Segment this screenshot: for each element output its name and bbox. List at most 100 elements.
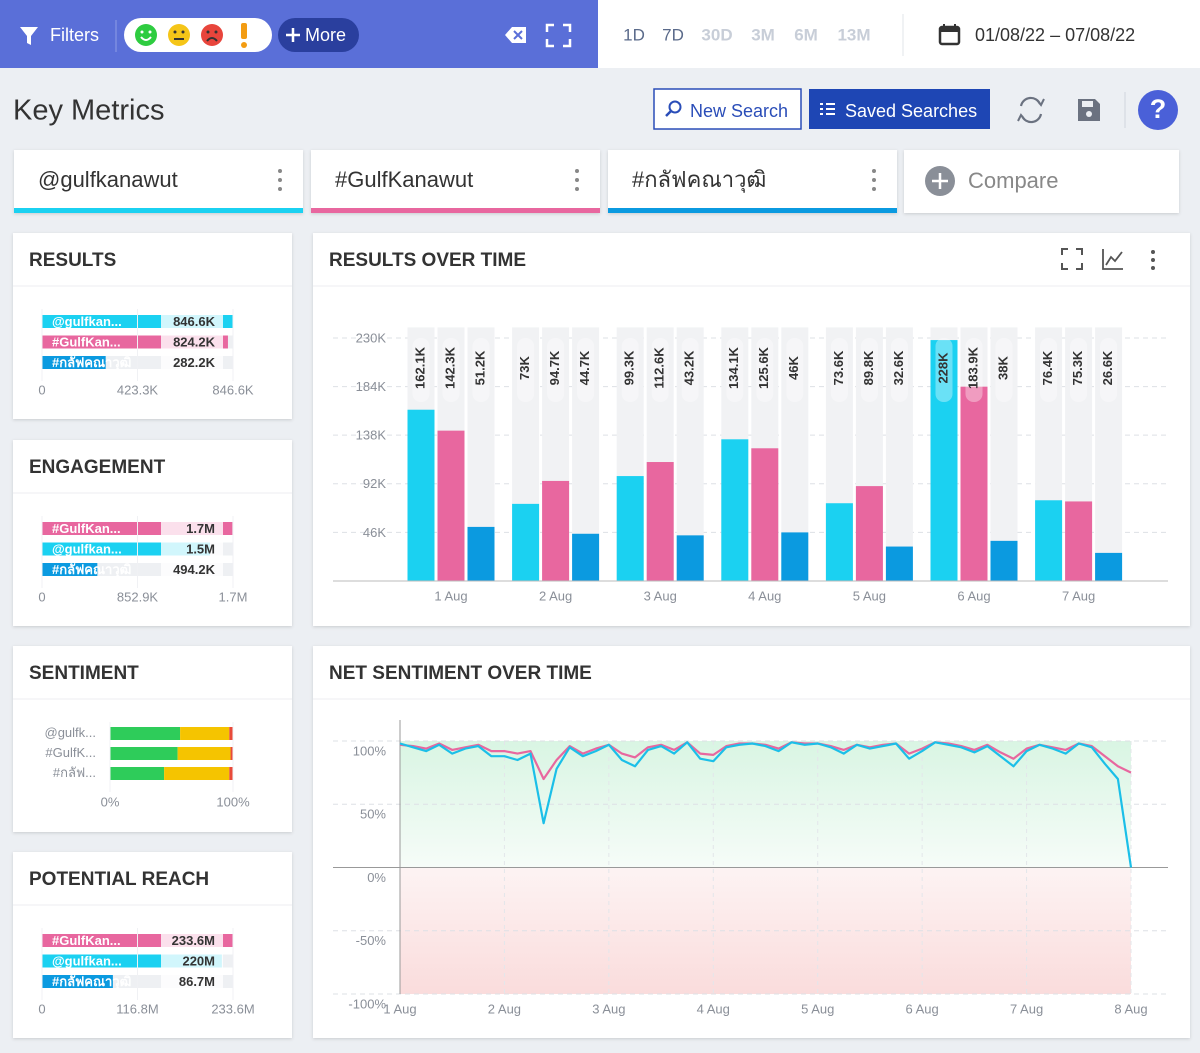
bar	[646, 462, 674, 581]
y-tick-label: -50%	[356, 933, 387, 948]
label-pill	[890, 338, 908, 402]
menu-dot[interactable]	[1151, 258, 1155, 262]
bar-category: #กลัฟคณาวุฒิ	[52, 562, 131, 578]
bar-value: 282.2K	[173, 355, 216, 370]
sentiment-filter[interactable]	[124, 18, 272, 52]
help-label: ?	[1150, 94, 1167, 124]
y-tick-label: 100%	[353, 743, 387, 758]
bar	[572, 533, 600, 581]
range-option[interactable]: 1D	[623, 25, 645, 44]
x-tick-label: 0	[38, 589, 45, 604]
x-tick-label: 0	[38, 382, 45, 397]
y-tick-label: 46K	[363, 525, 386, 540]
panel-title: RESULTS	[29, 250, 116, 271]
search-tab[interactable]: @gulfkanawut	[14, 150, 303, 213]
bar-value: 76.4K	[1040, 350, 1055, 385]
neutral-icon	[168, 24, 190, 46]
range-option[interactable]: 30D	[701, 25, 732, 44]
bar	[960, 386, 988, 581]
x-tick-label: 2 Aug	[488, 1001, 521, 1016]
bar-value: 38K	[995, 355, 1010, 379]
panel-title: SENTIMENT	[29, 663, 139, 684]
saved-searches-button[interactable]: Saved Searches	[809, 89, 990, 129]
bar	[990, 540, 1018, 581]
label-pill	[995, 338, 1013, 402]
x-tick-label: 0	[38, 1001, 45, 1016]
kebab-dot	[278, 178, 282, 182]
label-pill	[965, 338, 983, 402]
x-tick-label: 3 Aug	[644, 588, 677, 603]
kebab-dot	[872, 187, 876, 191]
kebab-dot	[872, 169, 876, 173]
help-button[interactable]: ?	[1138, 90, 1178, 130]
fullscreen-icon[interactable]	[545, 23, 572, 48]
x-tick-label: 5 Aug	[801, 1001, 834, 1016]
negative-icon	[201, 24, 223, 46]
date-range[interactable]: 01/08/22 – 07/08/22	[975, 25, 1135, 45]
new-search-button[interactable]: New Search	[653, 88, 802, 130]
y-tick-label: 230K	[356, 330, 387, 345]
bar-value: 51.2K	[472, 350, 487, 385]
y-tick-label: -100%	[348, 996, 386, 1011]
refresh-icon[interactable]	[1017, 96, 1045, 124]
calendar-icon[interactable]	[938, 24, 961, 46]
save-icon[interactable]	[1078, 99, 1100, 121]
bar	[467, 526, 495, 581]
x-tick-label: 852.9K	[117, 589, 159, 604]
y-tick-label: 50%	[360, 807, 386, 822]
chart-icon[interactable]	[1102, 249, 1123, 270]
stack-segment	[229, 767, 233, 780]
alert-icon	[241, 23, 247, 39]
bar-value: 134.1K	[726, 346, 741, 389]
kebab-dot	[575, 178, 579, 182]
x-tick-label: 6 Aug	[906, 1001, 939, 1016]
panel: SENTIMENT @gulfk... #GulfK... #กลัฟ... 0% 100…	[13, 646, 292, 832]
x-tick-label: 5 Aug	[853, 588, 886, 603]
row-label: #กลัฟ...	[53, 765, 96, 780]
label-pill	[472, 338, 490, 402]
bar-value: 142.3K	[442, 346, 457, 389]
bar-value: 494.2K	[173, 562, 216, 577]
expand-icon[interactable]	[1061, 248, 1083, 270]
bar	[885, 546, 913, 581]
bar	[512, 503, 540, 581]
search-tab[interactable]: #กลัฟคณาวุฒิ	[608, 150, 897, 213]
panel: NET SENTIMENT OVER TIME 1 Aug 2 Aug 3 Aug 4 …	[313, 646, 1190, 1038]
range-option[interactable]: 7D	[662, 25, 684, 44]
x-tick-label: 0%	[101, 794, 120, 809]
kebab-dot	[278, 169, 282, 173]
more-button[interactable]: More	[278, 18, 359, 52]
bar-value: 1.7M	[186, 521, 215, 536]
bar-category: #กลัฟคณาวุฒิ	[52, 974, 131, 990]
x-tick-label: 233.6M	[211, 1001, 254, 1016]
value-bg	[161, 563, 223, 576]
compare-tab[interactable]: Compare	[904, 150, 1179, 213]
label-pill	[517, 338, 535, 402]
stack-segment	[164, 767, 230, 780]
bar-category: #กลัฟคณาวุฒิ	[52, 355, 131, 371]
range-option[interactable]: 6M	[794, 25, 818, 44]
range-option[interactable]: 13M	[837, 25, 870, 44]
bar-value: 1.5M	[186, 541, 215, 556]
menu-dot[interactable]	[1151, 250, 1155, 254]
search-tab[interactable]: #GulfKanawut	[311, 150, 600, 213]
bar-value: 824.2K	[173, 334, 216, 349]
x-tick-label: 1 Aug	[383, 1001, 416, 1016]
x-tick-label: 4 Aug	[697, 1001, 730, 1016]
filters-button[interactable]: Filters	[20, 25, 99, 45]
bar	[1095, 552, 1123, 581]
bar	[42, 356, 106, 369]
bar	[721, 439, 749, 581]
value-bg	[161, 315, 223, 328]
bar-track	[885, 327, 913, 581]
bar-value: 99.3K	[622, 350, 637, 385]
tab-underline	[14, 208, 303, 213]
bar-track	[990, 327, 1018, 581]
bar-value: 183.9K	[965, 346, 980, 389]
menu-dot[interactable]	[1151, 266, 1155, 270]
range-option[interactable]: 3M	[751, 25, 775, 44]
bar-category: #GulfKan...	[52, 334, 121, 349]
bar-value: 228K	[935, 352, 950, 384]
label-pill	[651, 338, 669, 402]
tab-card	[14, 150, 303, 213]
